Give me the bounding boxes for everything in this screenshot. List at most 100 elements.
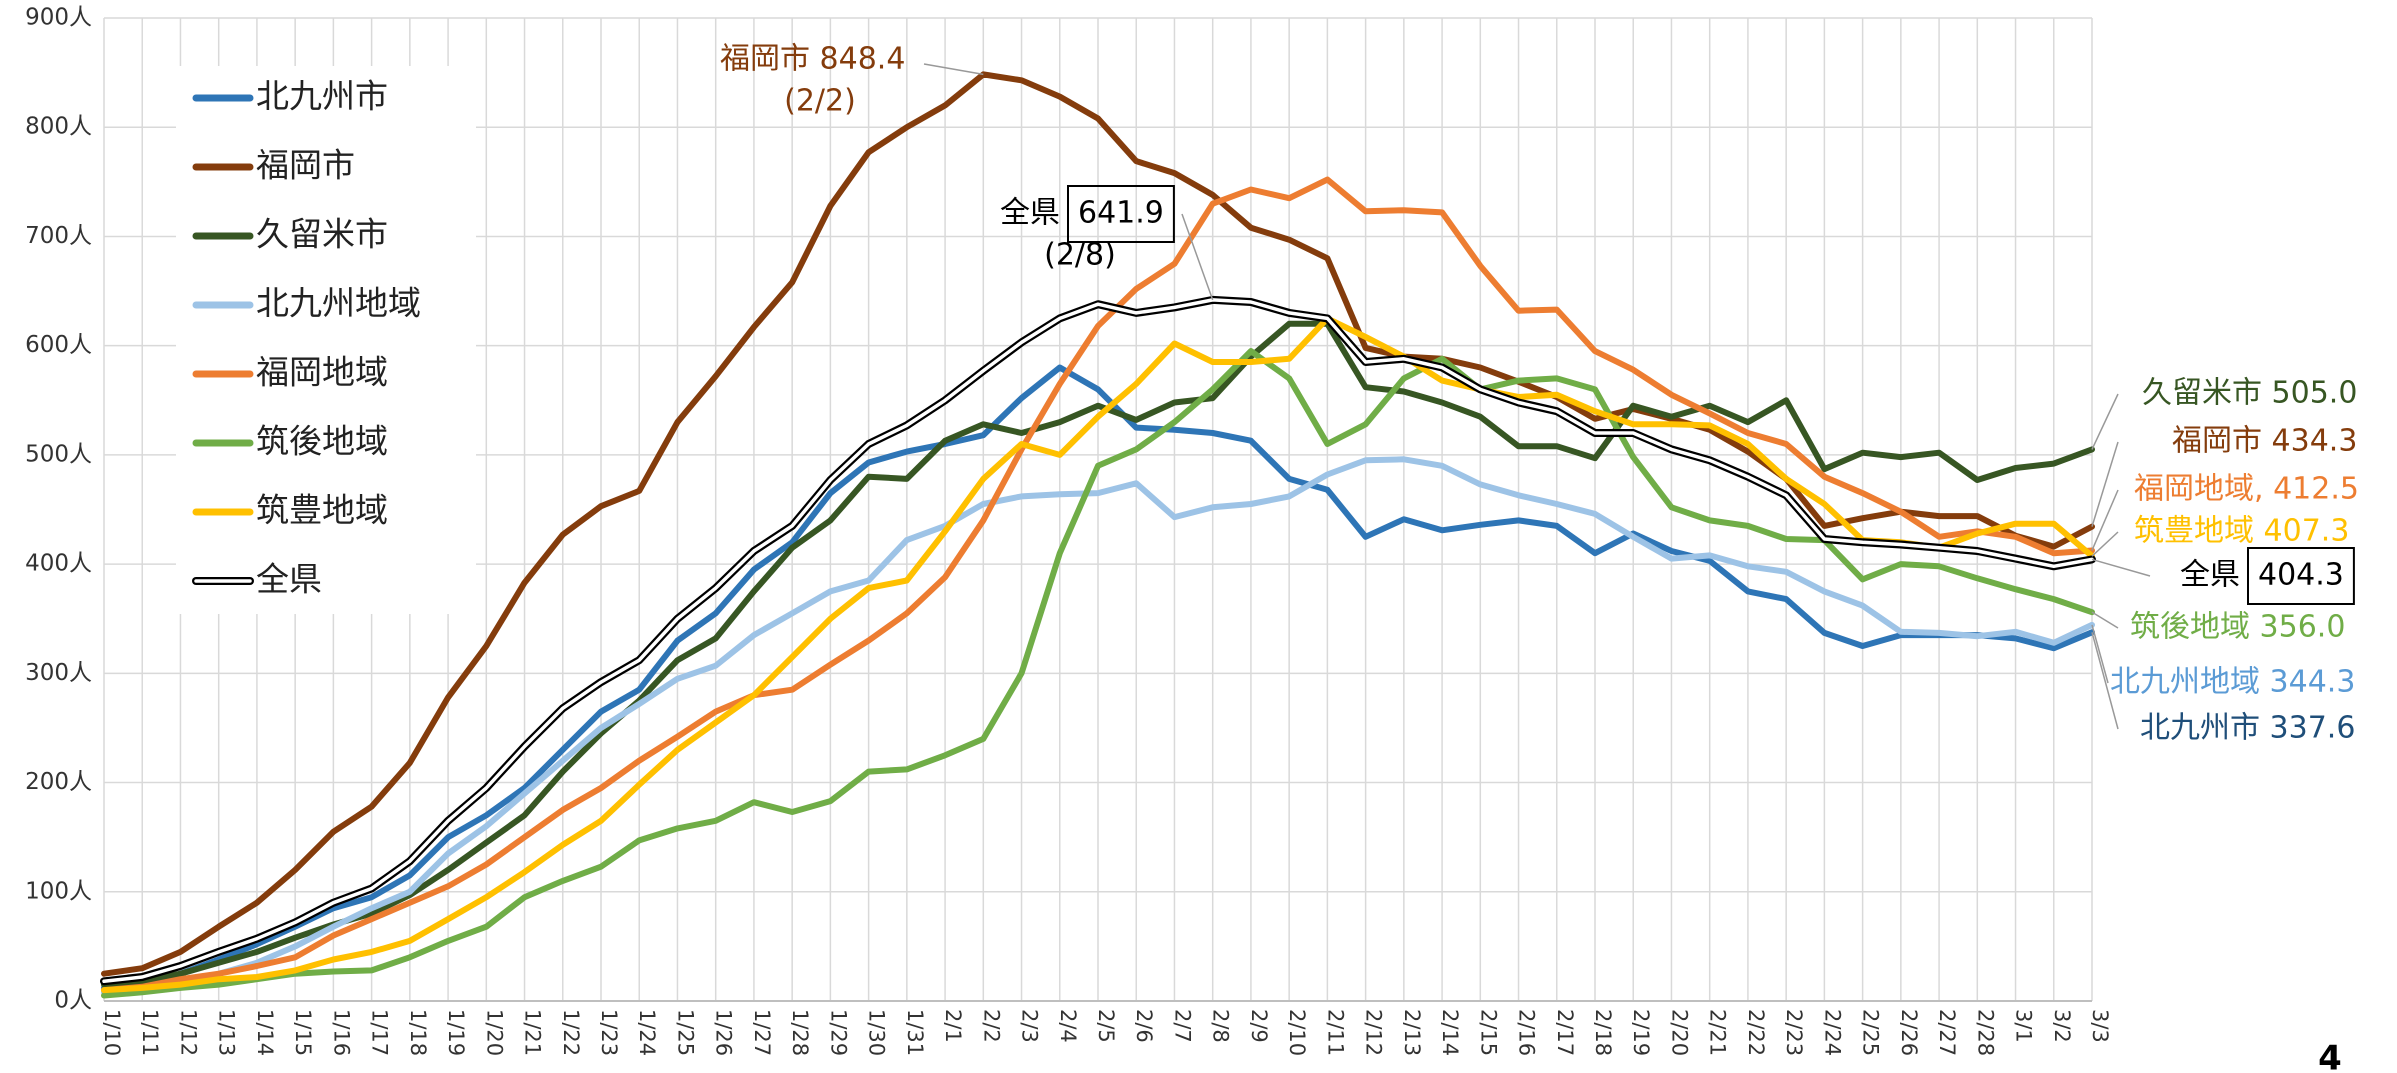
x-tick-label: 2/3	[1018, 1009, 1042, 1043]
x-tick-label: 1/31	[903, 1009, 927, 1056]
x-tick-label: 2/23	[1782, 1009, 1806, 1056]
legend-label: 全県	[256, 560, 322, 599]
leader-line	[2091, 441, 2119, 527]
x-tick-label: 1/30	[865, 1009, 889, 1056]
x-tick-label: 3/3	[2088, 1009, 2112, 1043]
x-tick-label: 2/16	[1515, 1009, 1539, 1056]
legend-label: 福岡市	[256, 146, 355, 185]
legend-label: 北九州地域	[256, 284, 421, 323]
x-tick-label: 1/14	[253, 1009, 277, 1056]
line-series	[101, 320, 2095, 988]
line-series	[101, 456, 2095, 996]
x-tick-label: 1/15	[291, 1009, 315, 1056]
x-tick-label: 3/2	[2050, 1009, 2074, 1043]
x-tick-label: 2/7	[1170, 1009, 1194, 1043]
annotation: 北九州市 337.6	[2140, 711, 2355, 746]
x-tick-label: 1/25	[673, 1009, 697, 1056]
legend-label: 筑後地域	[256, 422, 388, 461]
line-series	[101, 176, 2095, 994]
annotation-sub: (2/2)	[784, 84, 856, 119]
y-tick-label: 900人	[25, 5, 92, 31]
x-tick-label: 2/15	[1476, 1009, 1500, 1056]
x-tick-label: 2/27	[1935, 1009, 1959, 1056]
x-tick-label: 1/19	[444, 1009, 468, 1056]
line-series	[101, 71, 2095, 977]
annotation: 全県	[1000, 196, 1060, 231]
y-tick-label: 0人	[54, 988, 92, 1014]
x-tick-label: 2/21	[1706, 1009, 1730, 1056]
x-tick-label: 2/19	[1629, 1009, 1653, 1056]
x-tick-label: 1/20	[482, 1009, 506, 1056]
x-tick-label: 1/28	[788, 1009, 812, 1056]
leader-line	[2091, 632, 2119, 730]
annotation: 久留米市 505.0	[2142, 376, 2357, 411]
annotation: 筑豊地域 407.3	[2134, 514, 2349, 549]
y-tick-label: 100人	[25, 878, 92, 904]
annotation: 筑後地域 356.0	[2130, 610, 2345, 645]
leader-line	[2091, 393, 2119, 450]
x-tick-label: 2/5	[1094, 1009, 1118, 1043]
annotation-boxed-value: 404.3	[2258, 558, 2344, 593]
y-tick-label: 800人	[25, 114, 92, 140]
x-tick-label: 2/20	[1667, 1009, 1691, 1056]
annotation-box	[2247, 547, 2355, 605]
x-tick-label: 1/16	[329, 1009, 353, 1056]
x-tick-label: 1/27	[750, 1009, 774, 1056]
x-tick-label: 2/9	[1247, 1009, 1271, 1043]
x-tick-label: 1/21	[521, 1009, 545, 1056]
annotation: 福岡地域, 412.5	[2134, 472, 2359, 507]
x-tick-label: 2/22	[1744, 1009, 1768, 1056]
annotation: 福岡市 434.3	[2172, 424, 2357, 459]
leader-line	[2091, 489, 2119, 551]
leader-line	[2091, 558, 2151, 577]
annotation-boxed-value: 641.9	[1078, 196, 1164, 231]
x-tick-label: 2/12	[1362, 1009, 1386, 1056]
legend-box	[176, 66, 476, 614]
x-tick-label: 2/25	[1859, 1009, 1883, 1056]
y-tick-label: 300人	[25, 660, 92, 686]
leader-line	[1181, 213, 1214, 301]
x-tick-label: 2/17	[1553, 1009, 1577, 1056]
legend-label: 筑豊地域	[256, 491, 388, 530]
x-tick-label: 2/18	[1591, 1009, 1615, 1056]
x-tick-label: 1/13	[215, 1009, 239, 1056]
x-tick-label: 2/14	[1438, 1009, 1462, 1056]
y-tick-label: 700人	[25, 223, 92, 249]
x-tick-label: 1/10	[100, 1009, 124, 1056]
x-tick-label: 2/26	[1897, 1009, 1921, 1056]
x-tick-label: 2/28	[1973, 1009, 1997, 1056]
annotation: 北九州地域 344.3	[2110, 665, 2355, 700]
leader-line	[2091, 531, 2119, 557]
x-tick-label: 2/8	[1209, 1009, 1233, 1043]
annotation: 全県	[2180, 558, 2240, 593]
legend-label: 北九州市	[256, 77, 388, 116]
x-tick-label: 3/1	[2012, 1009, 2036, 1043]
x-tick-label: 2/6	[1132, 1009, 1156, 1043]
line-series	[101, 364, 2095, 991]
x-tick-label: 2/1	[941, 1009, 965, 1043]
x-tick-label: 2/4	[1056, 1009, 1080, 1043]
leader-line	[2091, 611, 2119, 629]
legend-label: 久留米市	[256, 215, 388, 254]
legend-label: 福岡地域	[256, 353, 388, 392]
x-tick-label: 1/17	[368, 1009, 392, 1056]
annotation: 福岡市 848.4	[720, 42, 905, 77]
x-tick-label: 1/23	[597, 1009, 621, 1056]
x-tick-label: 1/22	[559, 1009, 583, 1056]
x-tick-label: 1/11	[138, 1009, 162, 1056]
x-tick-label: 1/18	[406, 1009, 430, 1056]
page-number: 4	[2318, 1039, 2342, 1073]
line-series	[102, 298, 2094, 984]
x-tick-label: 2/10	[1285, 1009, 1309, 1056]
leader-line	[923, 63, 984, 76]
x-tick-label: 2/11	[1323, 1009, 1347, 1056]
y-tick-label: 500人	[25, 441, 92, 467]
y-tick-label: 400人	[25, 551, 92, 577]
x-tick-label: 1/26	[712, 1009, 736, 1056]
x-tick-label: 2/13	[1400, 1009, 1424, 1056]
annotation-sub: (2/8)	[1044, 238, 1116, 273]
annotation-box	[1067, 185, 1175, 243]
x-tick-label: 2/24	[1820, 1009, 1844, 1056]
x-tick-label: 2/2	[979, 1009, 1003, 1043]
